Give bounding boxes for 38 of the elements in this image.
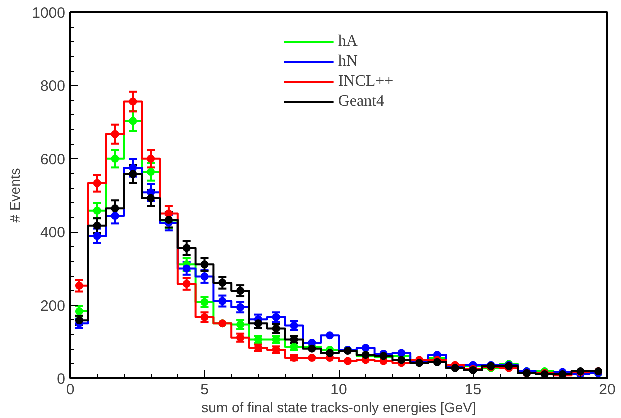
point	[218, 297, 227, 306]
point	[200, 272, 209, 281]
y-tick-label: 200	[40, 298, 66, 315]
point	[236, 287, 245, 296]
point	[111, 130, 120, 138]
x-tick-label: 5	[200, 382, 209, 398]
x-tick-label: 20	[599, 382, 616, 398]
point	[75, 282, 84, 290]
point	[398, 349, 406, 358]
point	[218, 278, 227, 287]
y-tick-label: 1000	[32, 5, 66, 22]
point	[182, 280, 191, 288]
x-axis-title: sum of final state tracks-only energies [GeV]	[202, 400, 476, 416]
y-tick-label: 800	[40, 78, 66, 96]
point	[326, 332, 334, 340]
point	[182, 244, 191, 252]
point	[344, 357, 352, 366]
x-tick-label: 10	[330, 382, 348, 398]
y-tick-label: 600	[40, 151, 66, 168]
x-tick-label: 15	[464, 382, 482, 398]
point	[362, 344, 370, 352]
legend-label: Geant4	[338, 93, 385, 111]
point	[200, 260, 209, 269]
point	[236, 304, 245, 312]
point	[93, 179, 102, 188]
legend-label: INCL++	[338, 73, 394, 91]
point	[129, 117, 138, 126]
point	[111, 154, 120, 163]
point	[93, 206, 102, 215]
legend-label: hN	[338, 53, 358, 71]
y-tick-label: 400	[40, 224, 66, 242]
legend-label: hA	[338, 33, 358, 51]
point	[326, 349, 334, 358]
point	[308, 354, 316, 362]
y-tick-label: 0	[57, 371, 66, 388]
y-axis-title: # Events	[7, 168, 24, 223]
point	[398, 356, 406, 364]
point	[129, 98, 138, 106]
